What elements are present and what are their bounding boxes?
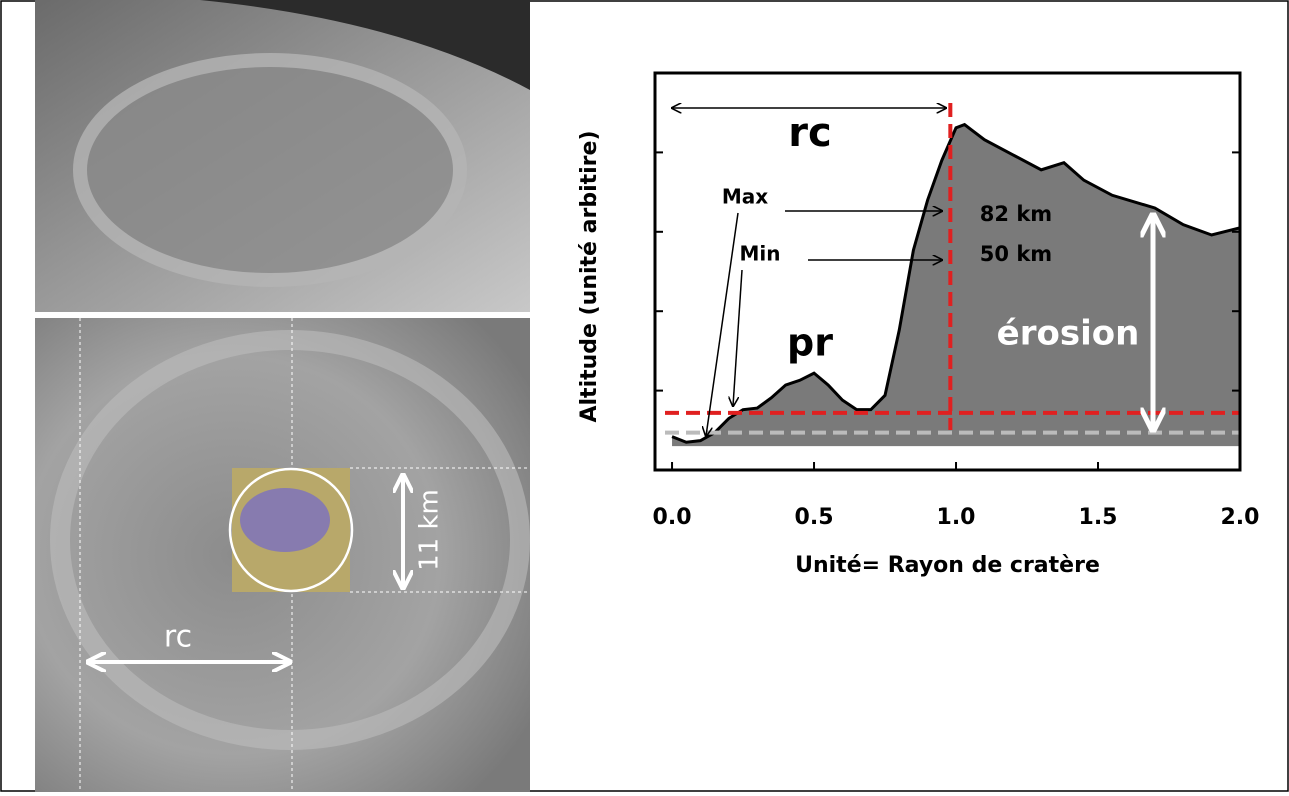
- crater: [80, 60, 460, 280]
- x-tick-label: 1.0: [937, 505, 976, 530]
- annotation: Max: [722, 185, 768, 209]
- chart: 0.0 0.5 1.0 1.5 2.0 Unité= Rayon de cratère Al…: [577, 73, 1259, 578]
- x-axis-label: Unité= Rayon de cratère: [795, 553, 1100, 578]
- x-tick-label: 2.0: [1221, 505, 1260, 530]
- annotation: érosion: [997, 314, 1140, 354]
- y-axis-label: Altitude (unité arbitire): [577, 130, 602, 422]
- annotation: 82 km: [980, 202, 1052, 226]
- annotation: 50 km: [980, 242, 1052, 266]
- geologic-unit: [240, 488, 330, 552]
- x-tick-label: 0.0: [653, 505, 692, 530]
- arrow: [733, 270, 742, 406]
- figure: 11 km rc 0.0 0.5 1.0 1.5 2.0 Unité= Rayon de …: [0, 0, 1289, 792]
- rc-label: rc: [164, 620, 192, 655]
- size-label: 11 km: [415, 489, 445, 571]
- x-tick-label: 1.5: [1079, 505, 1118, 530]
- annotation: pr: [787, 321, 833, 365]
- annotation: rc: [788, 110, 831, 156]
- annotation: Min: [740, 242, 781, 266]
- x-tick-label: 0.5: [795, 505, 834, 530]
